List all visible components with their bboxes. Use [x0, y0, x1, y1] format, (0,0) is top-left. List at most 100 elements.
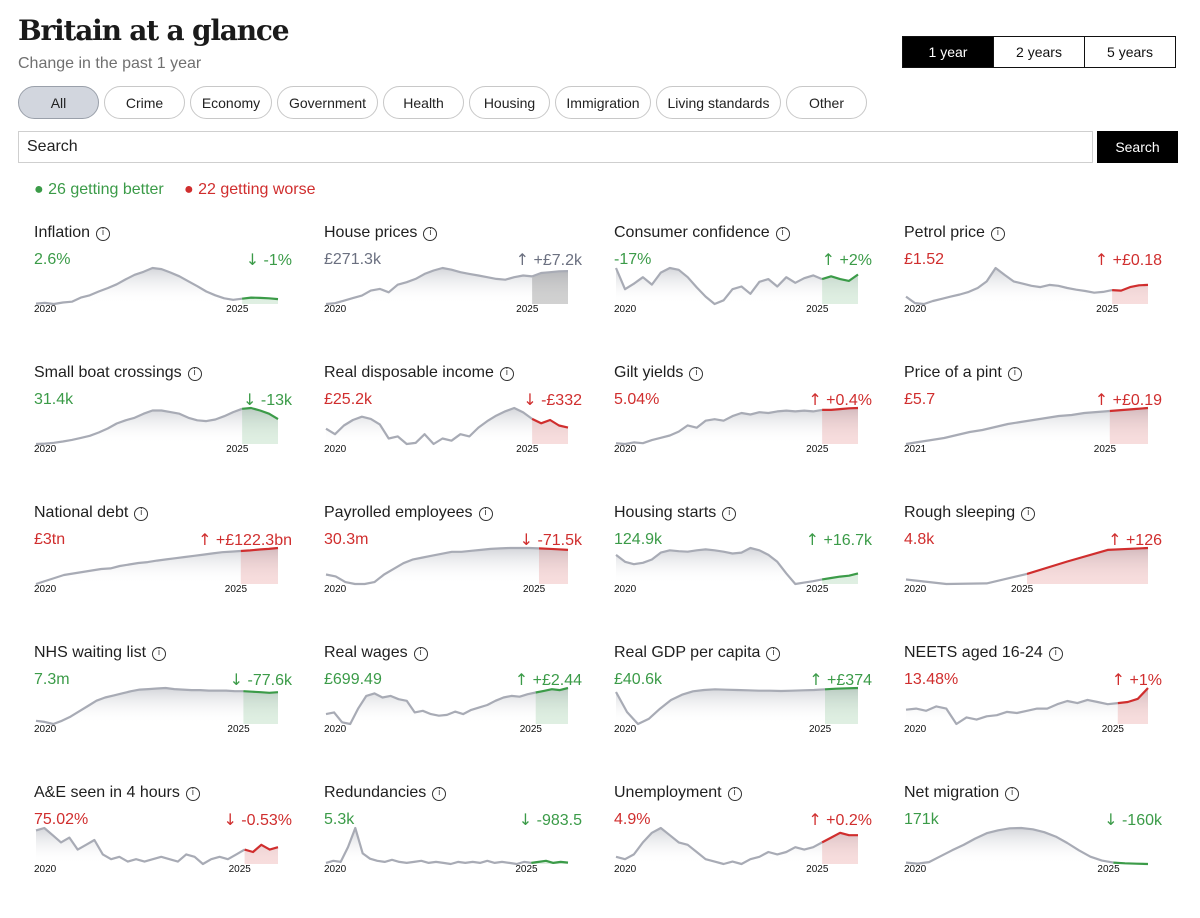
indicator-card-price-of-a-pint[interactable]: Price of a pint i £5.7 ↑ +£0.19 2021 2025	[904, 364, 1166, 482]
indicator-card-inflation[interactable]: Inflation i 2.6% ↓ -1% 2020 2025	[34, 224, 296, 342]
filter-all[interactable]: All	[18, 86, 99, 119]
indicator-value: 4.9%	[614, 811, 651, 828]
indicator-value: 30.3m	[324, 531, 369, 548]
sparkline-area	[36, 268, 278, 304]
getting-worse-count: ● 22 getting worse	[184, 181, 316, 198]
sparkline-recent-line	[1109, 406, 1149, 413]
info-icon[interactable]: i	[1021, 507, 1036, 521]
indicator-name-text: Petrol price	[904, 224, 985, 241]
indicator-card-a-e-seen-in-4-hours[interactable]: A&E seen in 4 hours i 75.02% ↓ -0.53% 2020 20…	[34, 784, 296, 902]
sparkline-area	[906, 548, 1148, 584]
info-icon[interactable]: i	[432, 787, 447, 801]
indicator-card-petrol-price[interactable]: Petrol price i £1.52 ↑ +£0.18 2020 2025	[904, 224, 1166, 342]
sparkline-area	[36, 408, 278, 444]
indicator-card-rough-sleeping[interactable]: Rough sleeping i 4.8k ↑ +126 2020 2025	[904, 504, 1166, 622]
info-icon[interactable]: i	[722, 507, 737, 521]
filter-crime[interactable]: Crime	[104, 86, 185, 119]
indicator-change: ↑ +£2.44	[515, 670, 582, 690]
info-icon[interactable]: i	[134, 507, 149, 521]
indicator-card-housing-starts[interactable]: Housing starts i 124.9k ↑ +16.7k 2020 2025	[614, 504, 876, 622]
info-icon[interactable]: i	[96, 227, 111, 241]
end-year-label: 2025	[225, 584, 248, 594]
indicator-name: NHS waiting list i	[34, 644, 167, 662]
indicator-change-text: +£374	[822, 672, 872, 689]
info-icon[interactable]: i	[478, 507, 493, 521]
search-button[interactable]: Search	[1097, 131, 1178, 163]
end-year-label: 2025	[523, 584, 546, 594]
indicator-change: ↑ +16.7k	[806, 530, 872, 550]
filter-other[interactable]: Other	[786, 86, 867, 119]
indicator-card-gilt-yields[interactable]: Gilt yields i 5.04% ↑ +0.4% 2020 2025	[614, 364, 876, 482]
filter-living-standards[interactable]: Living standards	[656, 86, 781, 119]
info-icon[interactable]: i	[990, 227, 1005, 241]
indicator-card-small-boat-crossings[interactable]: Small boat crossings i 31.4k ↓ -13k 2020 2025	[34, 364, 296, 482]
down-arrow-icon: ↓	[519, 530, 534, 549]
recent-period-area	[240, 548, 278, 584]
indicator-card-unemployment[interactable]: Unemployment i 4.9% ↑ +0.2% 2020 2025	[614, 784, 876, 902]
info-icon[interactable]: i	[1005, 787, 1020, 801]
indicator-name-text: NEETS aged 16-24	[904, 644, 1043, 661]
filter-immigration[interactable]: Immigration	[555, 86, 651, 119]
sparkline-line	[905, 409, 1110, 446]
info-icon[interactable]: i	[423, 227, 438, 241]
indicator-card-national-debt[interactable]: National debt i £3tn ↑ +£122.3bn 2020 2025	[34, 504, 296, 622]
indicator-name-text: Price of a pint	[904, 364, 1002, 381]
indicator-card-neets-aged-16-24[interactable]: NEETS aged 16-24 i 13.48% ↑ +1% 2020 2025	[904, 644, 1166, 762]
indicator-card-consumer-confidence[interactable]: Consumer confidence i -17% ↑ +2% 2020 2025	[614, 224, 876, 342]
sparkline-chart: 2020 2025	[34, 266, 279, 314]
up-arrow-icon: ↑	[1094, 250, 1109, 269]
indicator-name-text: Unemployment	[614, 784, 722, 801]
indicator-name: Real wages i	[324, 644, 428, 662]
sparkline-recent-line	[821, 572, 859, 581]
sparkline-area	[36, 688, 278, 724]
range-2-years-button[interactable]: 2 years	[993, 36, 1085, 68]
indicator-card-real-disposable-income[interactable]: Real disposable income i £25.2k ↓ -£332 2020…	[324, 364, 586, 482]
indicator-card-redundancies[interactable]: Redundancies i 5.3k ↓ -983.5 2020 2025	[324, 784, 586, 902]
info-icon[interactable]: i	[185, 787, 200, 801]
indicator-card-nhs-waiting-list[interactable]: NHS waiting list i 7.3m ↓ -77.6k 2020 2025	[34, 644, 296, 762]
info-icon[interactable]: i	[775, 227, 790, 241]
sparkline-area	[326, 548, 568, 584]
indicator-change-text: +£0.18	[1108, 252, 1162, 269]
indicator-name-text: Consumer confidence	[614, 224, 770, 241]
recent-period-area	[242, 408, 278, 444]
indicator-name: Redundancies i	[324, 784, 447, 802]
indicator-card-payrolled-employees[interactable]: Payrolled employees i 30.3m ↓ -71.5k 2020 202…	[324, 504, 586, 622]
sparkline-area	[906, 268, 1148, 304]
info-icon[interactable]: i	[1048, 647, 1063, 661]
sparkline-chart: 2020 2025	[324, 406, 569, 454]
sparkline-chart: 2020 2025	[904, 826, 1149, 874]
recent-period-area	[243, 691, 278, 724]
indicator-change-text: +0.2%	[821, 812, 872, 829]
up-arrow-icon: ↑	[1094, 390, 1109, 409]
sparkline-area	[36, 548, 278, 584]
indicator-card-house-prices[interactable]: House prices i £271.3k ↑ +£7.2k 2020 2025	[324, 224, 586, 342]
info-icon[interactable]: i	[187, 367, 202, 381]
range-1-year-button[interactable]: 1 year	[902, 36, 994, 68]
sparkline-line	[615, 408, 823, 446]
sparkline-recent-line	[1113, 861, 1149, 866]
indicator-value: £5.7	[904, 391, 936, 408]
info-icon[interactable]: i	[413, 647, 428, 661]
indicator-name-text: Payrolled employees	[324, 504, 473, 521]
sparkline-recent-line	[240, 546, 279, 553]
page-subtitle: Change in the past 1 year	[18, 55, 202, 72]
info-icon[interactable]: i	[1007, 367, 1022, 381]
info-icon[interactable]: i	[727, 787, 742, 801]
info-icon[interactable]: i	[689, 367, 704, 381]
filter-economy[interactable]: Economy	[190, 86, 272, 119]
sparkline-recent-line	[1112, 283, 1149, 292]
filter-health[interactable]: Health	[383, 86, 464, 119]
indicator-card-net-migration[interactable]: Net migration i 171k ↓ -160k 2020 2025	[904, 784, 1166, 902]
indicator-card-real-gdp-per-capita[interactable]: Real GDP per capita i £40.6k ↑ +£374 2020 202…	[614, 644, 876, 762]
filter-government[interactable]: Government	[277, 86, 378, 119]
indicator-change-text: -0.53%	[236, 812, 292, 829]
info-icon[interactable]: i	[499, 367, 514, 381]
filter-housing[interactable]: Housing	[469, 86, 550, 119]
start-year-label: 2020	[904, 584, 927, 594]
info-icon[interactable]: i	[152, 647, 167, 661]
indicator-card-real-wages[interactable]: Real wages i £699.49 ↑ +£2.44 2020 2025	[324, 644, 586, 762]
range-5-years-button[interactable]: 5 years	[1084, 36, 1176, 68]
info-icon[interactable]: i	[766, 647, 781, 661]
search-input[interactable]	[18, 131, 1093, 163]
